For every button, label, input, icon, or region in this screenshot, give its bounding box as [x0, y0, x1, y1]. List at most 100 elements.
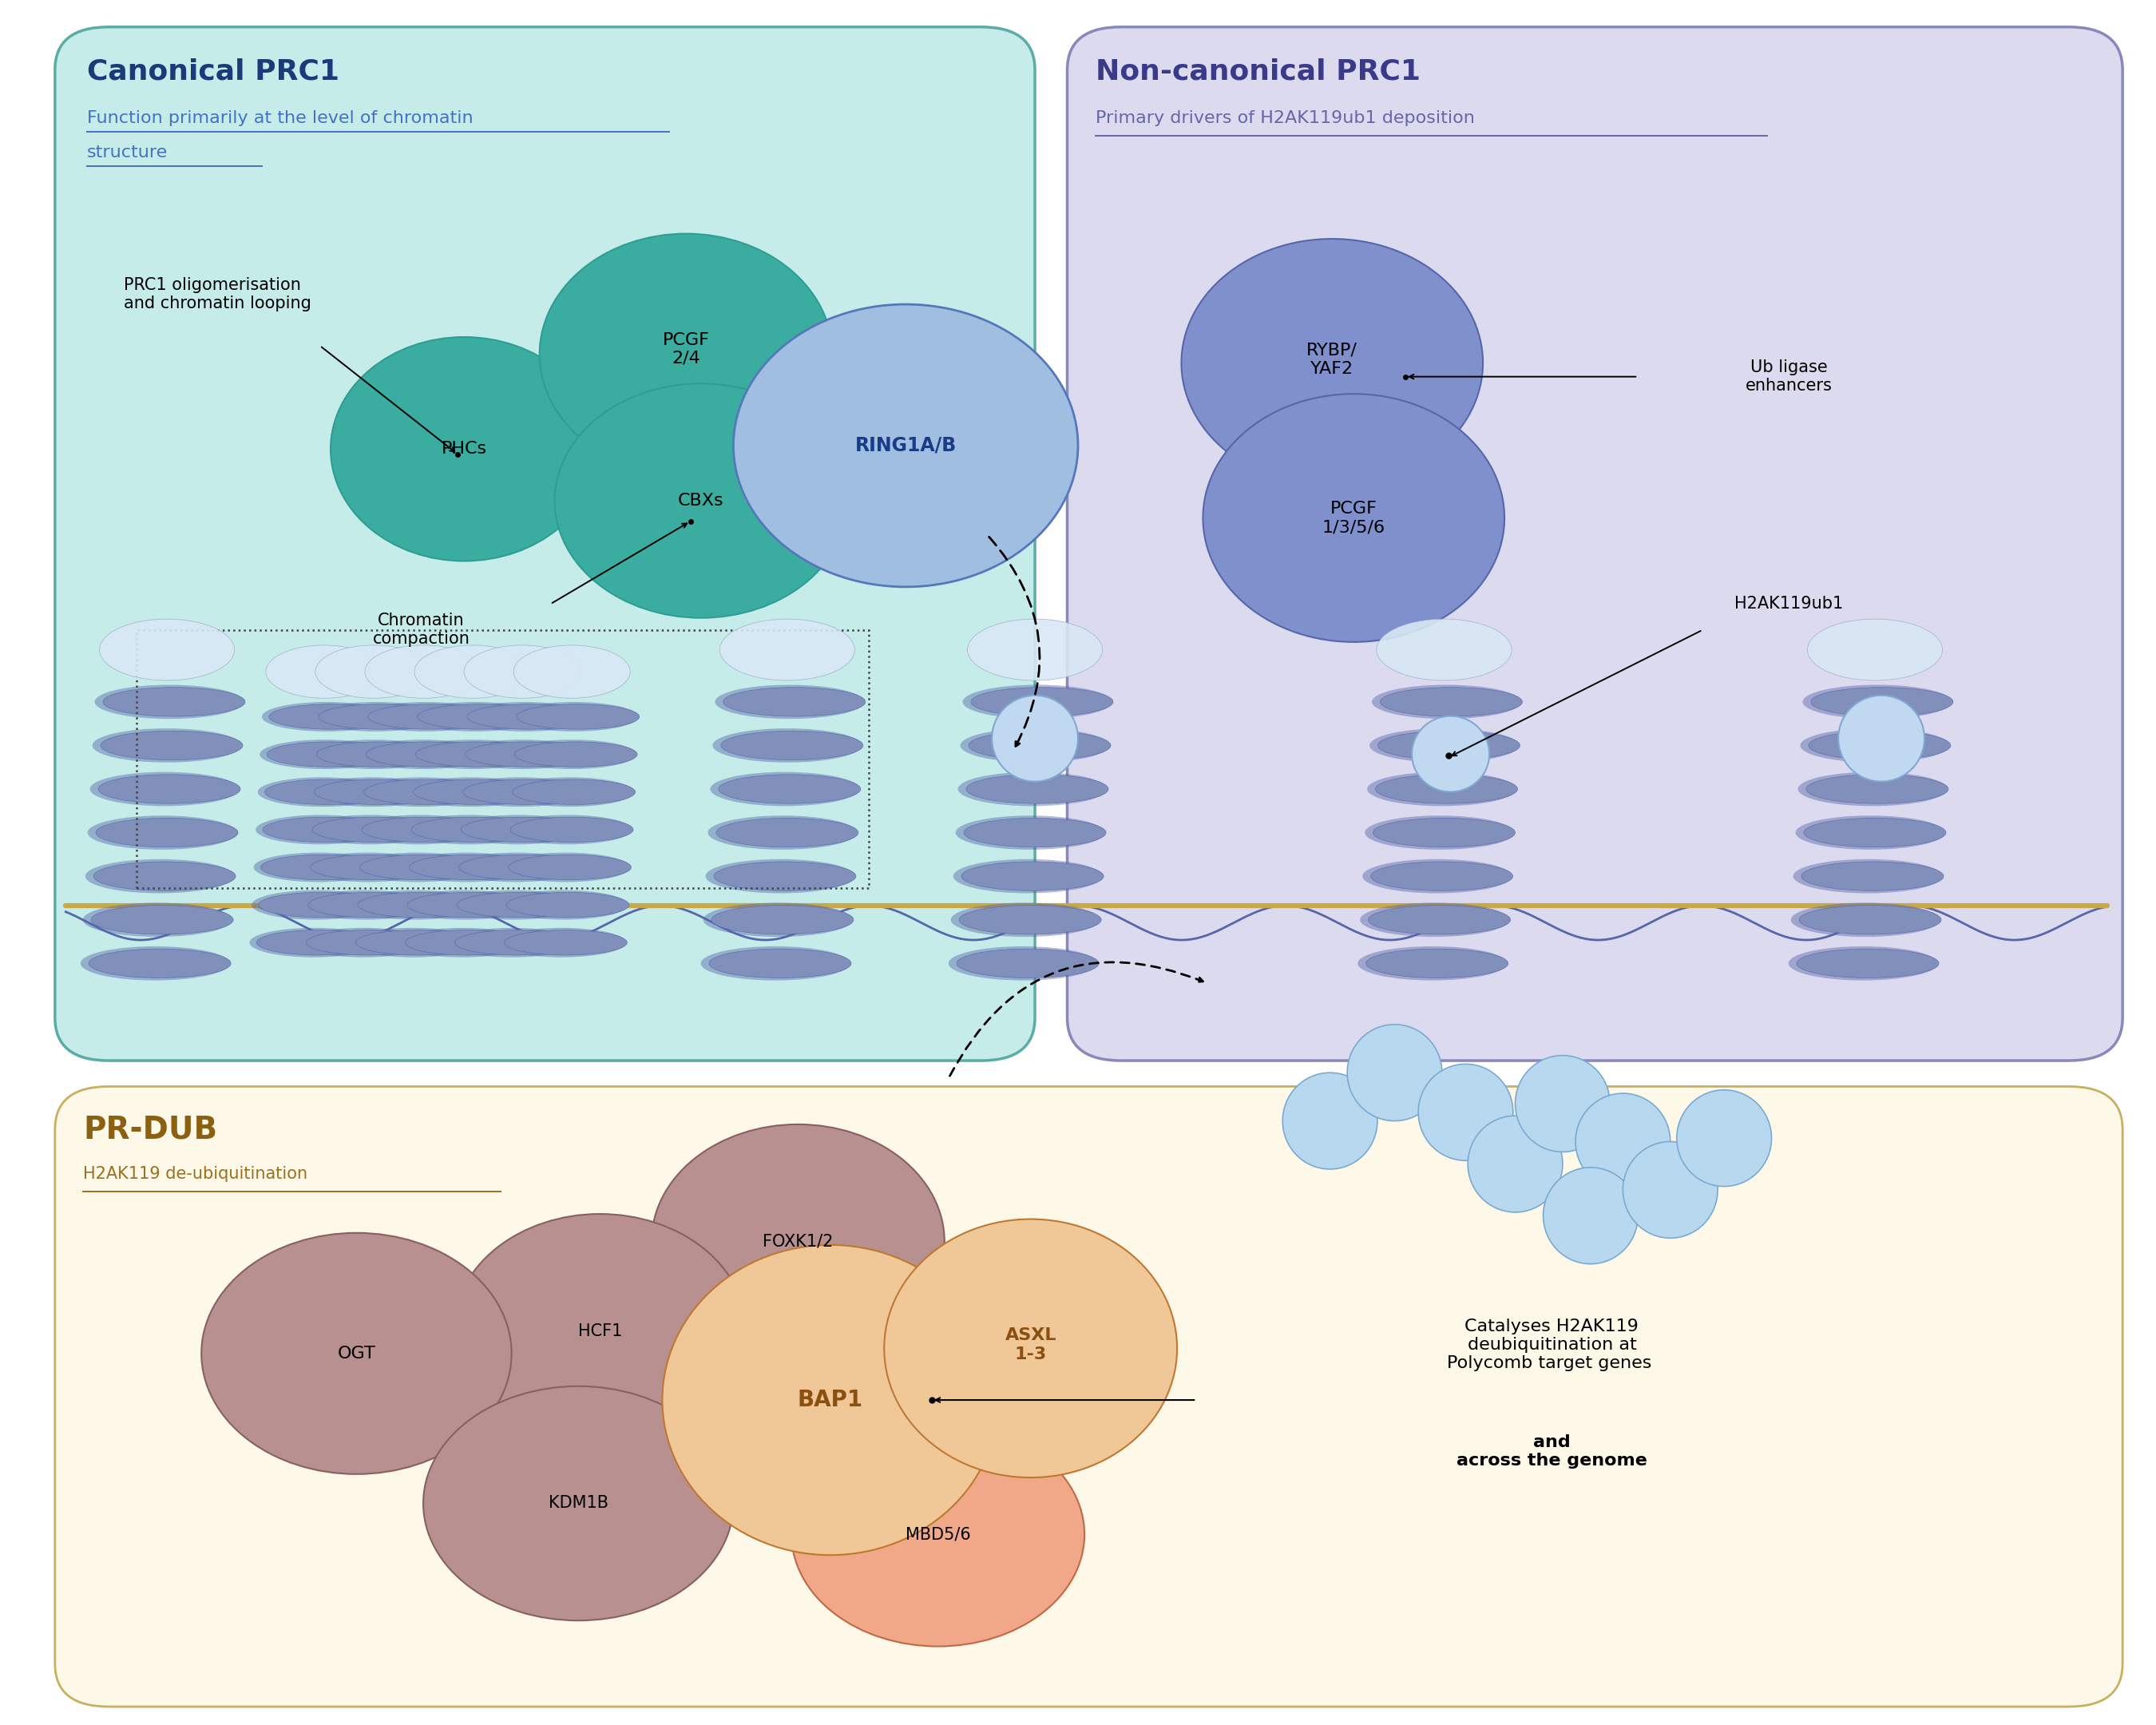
Ellipse shape: [95, 685, 244, 719]
Ellipse shape: [315, 780, 438, 804]
Ellipse shape: [1373, 818, 1516, 847]
Ellipse shape: [401, 890, 528, 919]
Ellipse shape: [356, 778, 485, 807]
Ellipse shape: [955, 816, 1104, 850]
Ellipse shape: [500, 890, 627, 919]
Ellipse shape: [399, 928, 526, 957]
Ellipse shape: [88, 816, 237, 850]
Ellipse shape: [791, 1423, 1084, 1646]
Ellipse shape: [502, 814, 632, 844]
Ellipse shape: [356, 930, 479, 956]
Ellipse shape: [308, 892, 431, 918]
Ellipse shape: [310, 702, 440, 731]
Ellipse shape: [1796, 816, 1945, 850]
Ellipse shape: [1283, 1073, 1378, 1170]
Ellipse shape: [364, 780, 487, 804]
Ellipse shape: [1805, 818, 1947, 847]
Ellipse shape: [1358, 947, 1507, 980]
Ellipse shape: [1623, 1142, 1718, 1239]
Ellipse shape: [714, 728, 862, 762]
Ellipse shape: [349, 928, 476, 957]
Text: and
across the genome: and across the genome: [1457, 1435, 1647, 1470]
Ellipse shape: [651, 1125, 944, 1359]
Ellipse shape: [949, 947, 1097, 980]
Ellipse shape: [959, 728, 1110, 762]
Ellipse shape: [1800, 728, 1949, 762]
Ellipse shape: [457, 892, 580, 918]
Text: FOXK1/2: FOXK1/2: [763, 1233, 832, 1249]
Ellipse shape: [300, 928, 427, 957]
FancyBboxPatch shape: [54, 1087, 2124, 1706]
Ellipse shape: [265, 645, 382, 699]
Ellipse shape: [358, 740, 487, 769]
Ellipse shape: [464, 645, 580, 699]
Ellipse shape: [103, 687, 246, 716]
Ellipse shape: [407, 740, 537, 769]
Ellipse shape: [1809, 731, 1951, 761]
Ellipse shape: [1807, 619, 1943, 680]
Ellipse shape: [80, 947, 231, 980]
Ellipse shape: [1516, 1056, 1611, 1152]
FancyBboxPatch shape: [54, 28, 1035, 1061]
Ellipse shape: [1794, 859, 1943, 894]
Ellipse shape: [957, 949, 1100, 978]
Ellipse shape: [410, 702, 539, 731]
Ellipse shape: [99, 619, 235, 680]
Ellipse shape: [405, 930, 528, 956]
Ellipse shape: [315, 645, 431, 699]
Ellipse shape: [502, 852, 630, 881]
Ellipse shape: [259, 892, 382, 918]
Ellipse shape: [367, 742, 489, 768]
Ellipse shape: [254, 852, 382, 881]
Ellipse shape: [968, 731, 1110, 761]
Ellipse shape: [317, 742, 440, 768]
Text: Canonical PRC1: Canonical PRC1: [86, 59, 341, 85]
Ellipse shape: [701, 947, 849, 980]
Ellipse shape: [306, 930, 429, 956]
Ellipse shape: [1380, 687, 1522, 716]
Text: Primary drivers of H2AK119ub1 deposition: Primary drivers of H2AK119ub1 deposition: [1095, 110, 1475, 126]
Ellipse shape: [722, 687, 865, 716]
Ellipse shape: [259, 740, 388, 769]
Ellipse shape: [964, 685, 1112, 719]
Ellipse shape: [1802, 862, 1943, 890]
Ellipse shape: [270, 704, 392, 730]
Ellipse shape: [418, 704, 541, 730]
Ellipse shape: [507, 892, 630, 918]
Ellipse shape: [1798, 773, 1947, 806]
Ellipse shape: [362, 818, 485, 842]
Ellipse shape: [1468, 1116, 1563, 1213]
Text: Ub ligase
enhancers: Ub ligase enhancers: [1744, 359, 1833, 393]
Ellipse shape: [1371, 862, 1514, 890]
Ellipse shape: [714, 862, 856, 890]
Ellipse shape: [358, 892, 481, 918]
Text: BAP1: BAP1: [798, 1389, 862, 1411]
Ellipse shape: [267, 742, 390, 768]
Ellipse shape: [992, 695, 1078, 781]
Ellipse shape: [304, 852, 431, 881]
Text: Chromatin
compaction: Chromatin compaction: [373, 612, 470, 647]
Ellipse shape: [539, 233, 832, 474]
Ellipse shape: [93, 862, 235, 890]
Ellipse shape: [410, 856, 533, 880]
Ellipse shape: [263, 818, 386, 842]
Ellipse shape: [505, 930, 627, 956]
Ellipse shape: [364, 645, 481, 699]
Ellipse shape: [662, 1245, 998, 1554]
Ellipse shape: [1419, 1064, 1514, 1161]
Ellipse shape: [513, 645, 630, 699]
Ellipse shape: [1798, 906, 1940, 935]
Ellipse shape: [705, 859, 854, 894]
Ellipse shape: [459, 702, 589, 731]
Ellipse shape: [354, 852, 481, 881]
Ellipse shape: [517, 704, 640, 730]
Ellipse shape: [1792, 902, 1940, 937]
Ellipse shape: [453, 814, 582, 844]
Ellipse shape: [451, 890, 578, 919]
Ellipse shape: [957, 773, 1108, 806]
Ellipse shape: [515, 742, 638, 768]
Ellipse shape: [306, 778, 436, 807]
Text: OGT: OGT: [338, 1346, 375, 1361]
Ellipse shape: [1203, 393, 1505, 642]
Ellipse shape: [88, 949, 231, 978]
